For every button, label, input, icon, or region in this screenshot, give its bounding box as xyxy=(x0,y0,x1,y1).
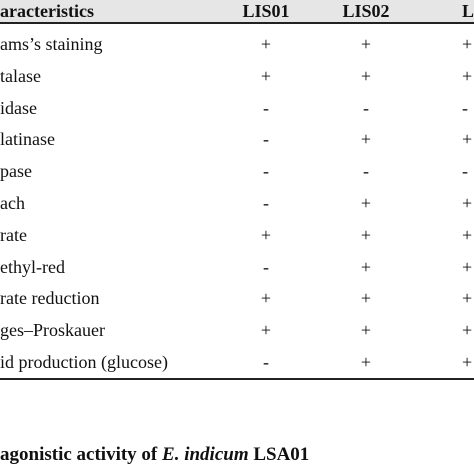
result-cell: + xyxy=(360,129,372,150)
header-cell: aracteristics xyxy=(0,1,94,21)
result-cell: - xyxy=(462,97,468,118)
result-cell: + xyxy=(260,34,272,54)
result-cell: + xyxy=(462,65,473,86)
result-cell: + xyxy=(360,288,372,309)
caption-text: LSA01 xyxy=(248,444,310,465)
result-cell: - xyxy=(263,161,269,182)
row-label: pase xyxy=(0,161,32,182)
result-cell: - xyxy=(263,256,269,277)
result-cell: + xyxy=(360,320,372,341)
caption-species: E. indicum xyxy=(162,444,249,465)
row-label: id production (glucose) xyxy=(0,352,168,372)
row-label: idase xyxy=(0,97,37,118)
result-cell: + xyxy=(360,352,372,372)
caption-text: agonistic activity of xyxy=(0,444,163,465)
row-label: ges–Proskauer xyxy=(0,320,105,341)
result-cell: + xyxy=(260,320,272,341)
caption: agonistic activity of E. indicum LSA01 xyxy=(0,444,309,466)
result-cell: + xyxy=(260,65,272,86)
row-label: ach xyxy=(0,193,25,213)
result-cell: + xyxy=(462,193,473,213)
result-cell: + xyxy=(260,288,272,309)
header-row xyxy=(0,0,474,24)
row-label: talase xyxy=(0,65,41,86)
result-cell: - xyxy=(462,161,468,182)
table-rule xyxy=(0,378,474,380)
row-label: ams’s staining xyxy=(0,34,103,54)
result-cell: + xyxy=(360,65,372,86)
header-cell: LIS02 xyxy=(342,1,390,21)
result-cell: + xyxy=(360,224,372,245)
result-cell: + xyxy=(360,256,372,277)
result-cell: + xyxy=(360,193,372,213)
result-cell: - xyxy=(363,97,369,118)
result-cell: - xyxy=(263,352,269,372)
result-cell: - xyxy=(263,97,269,118)
result-cell: + xyxy=(462,34,473,54)
header-cell: L xyxy=(462,1,474,21)
result-cell: + xyxy=(462,288,473,309)
row-label: rate xyxy=(0,224,27,245)
result-cell: - xyxy=(363,161,369,182)
row-label: rate reduction xyxy=(0,288,100,309)
result-cell: + xyxy=(260,224,272,245)
result-cell: + xyxy=(462,352,473,372)
result-cell: + xyxy=(462,320,473,341)
result-cell: - xyxy=(263,193,269,213)
result-cell: + xyxy=(462,129,473,150)
result-cell: + xyxy=(462,224,473,245)
row-label: ethyl-red xyxy=(0,256,65,277)
result-cell: + xyxy=(462,256,473,277)
header-cell: LIS01 xyxy=(242,1,290,21)
result-cell: + xyxy=(360,34,372,54)
row-label: latinase xyxy=(0,129,55,150)
result-cell: - xyxy=(263,129,269,150)
